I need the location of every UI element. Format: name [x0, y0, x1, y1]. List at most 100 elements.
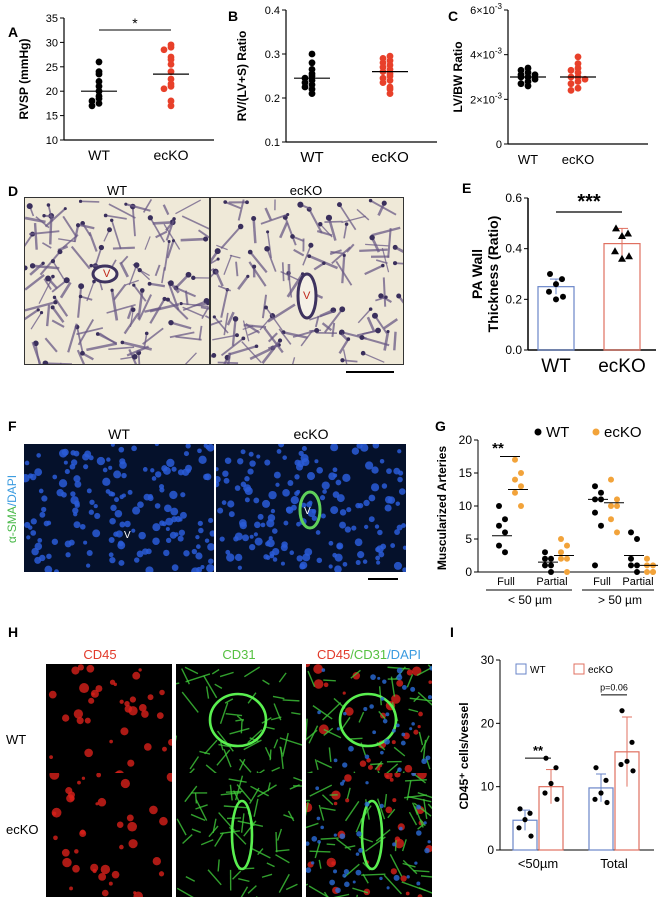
- tissue-strand: [129, 309, 134, 328]
- tissue-strand: [266, 231, 272, 259]
- y-tick-label: 0.3: [265, 49, 280, 61]
- dapi-nucleus: [343, 711, 347, 716]
- cd31-signal: [418, 887, 432, 894]
- significance-marker: **: [492, 440, 504, 457]
- cd45-signal: [62, 857, 72, 868]
- cd31-signal: [199, 750, 211, 755]
- significance-marker: *: [132, 15, 138, 31]
- cd31-signal: [257, 848, 264, 856]
- cd45-signal: [74, 849, 79, 854]
- cd45-signal: [404, 764, 413, 773]
- dapi-nucleus: [253, 497, 260, 504]
- tissue-strand: [330, 250, 345, 255]
- cd31-signal: [356, 894, 359, 897]
- dapi-nucleus: [387, 496, 396, 504]
- dapi-nucleus: [290, 504, 297, 511]
- tissue-strand: [231, 318, 237, 346]
- legend-marker-ecko: [573, 663, 585, 675]
- tissue-strand: [108, 346, 135, 351]
- dapi-nucleus: [382, 679, 387, 684]
- y-tick-label: 2×10-3: [470, 91, 502, 106]
- dapi-nucleus: [134, 557, 140, 563]
- cd45-signal: [428, 680, 432, 684]
- dapi-nucleus: [248, 451, 254, 457]
- data-point: [167, 75, 175, 83]
- tissue-strand: [387, 228, 392, 258]
- cd45-signal: [61, 848, 70, 857]
- dapi-nucleus: [249, 543, 256, 551]
- cd45-signal: [79, 829, 87, 837]
- dapi-nucleus: [249, 460, 256, 467]
- dapi-nucleus: [285, 506, 292, 513]
- dapi-nucleus: [131, 528, 136, 533]
- y-tick-label: 15: [46, 111, 58, 123]
- dapi-nucleus: [369, 704, 374, 709]
- cd31-signal: [200, 839, 214, 846]
- data-point: [548, 780, 554, 787]
- cd45-signal: [77, 780, 81, 785]
- dapi-nucleus: [110, 444, 115, 447]
- dapi-nucleus: [86, 488, 92, 494]
- significance-marker: **: [533, 743, 544, 758]
- tissue-strand: [362, 352, 385, 363]
- tissue-strand: [342, 359, 358, 363]
- nucleus: [318, 221, 323, 227]
- dapi-nucleus: [119, 458, 126, 465]
- tissue-strand: [357, 308, 372, 324]
- dapi-nucleus: [242, 534, 249, 542]
- tissue-strand: [29, 230, 60, 236]
- data-point: [614, 529, 620, 536]
- dapi-nucleus: [342, 762, 348, 768]
- dapi-nucleus: [51, 538, 59, 545]
- dapi-nucleus: [243, 484, 252, 493]
- dapi-nucleus: [234, 485, 241, 491]
- dapi-nucleus: [185, 444, 191, 449]
- dapi-nucleus: [365, 781, 369, 785]
- dapi-nucleus: [58, 479, 68, 488]
- dapi-nucleus: [272, 528, 278, 534]
- dapi-nucleus: [114, 497, 119, 503]
- cd45-signal: [139, 704, 147, 712]
- tissue-strand: [224, 201, 242, 210]
- data-point: [574, 78, 582, 85]
- tissue-strand: [226, 311, 235, 326]
- cd31-signal: [389, 854, 403, 877]
- dapi-nucleus: [380, 750, 384, 755]
- cd45-signal: [405, 891, 410, 896]
- data-point: [558, 536, 564, 542]
- nucleus: [179, 301, 183, 306]
- cd45-signal: [119, 844, 124, 850]
- cd31-signal: [214, 832, 225, 847]
- cd45-signal: [367, 764, 373, 770]
- cd45-signal: [72, 864, 80, 873]
- cd31-signal: [236, 784, 252, 802]
- data-point: [644, 569, 650, 575]
- cd45-signal: [49, 755, 53, 760]
- tissue-strand: [166, 240, 175, 259]
- tissue-strand: [47, 204, 54, 222]
- tissue-strand: [120, 255, 129, 265]
- tissue-strand: [374, 315, 388, 334]
- cd31-signal: [219, 702, 229, 724]
- cd45-signal: [49, 773, 60, 780]
- tissue-strand: [223, 312, 229, 336]
- dapi-nucleus: [204, 538, 210, 543]
- y-tick-label: 10: [46, 135, 58, 147]
- panel-label-b: B: [228, 8, 239, 24]
- cd31-signal: [235, 718, 244, 722]
- dapi-nucleus: [257, 513, 264, 520]
- tissue-strand: [293, 248, 305, 257]
- cd31-signal: [243, 666, 261, 678]
- dapi-nucleus: [63, 460, 68, 465]
- data-point: [95, 95, 103, 102]
- nucleus: [103, 213, 108, 218]
- tissue-strand: [227, 345, 257, 356]
- data-point: [564, 555, 570, 562]
- tissue-strand: [88, 231, 98, 252]
- dapi-nucleus: [316, 816, 321, 821]
- dapi-nucleus: [151, 476, 157, 481]
- dapi-nucleus: [73, 475, 81, 483]
- cd31-signal: [278, 873, 290, 893]
- tissue-strand: [44, 207, 66, 228]
- tissue-strand: [198, 325, 203, 341]
